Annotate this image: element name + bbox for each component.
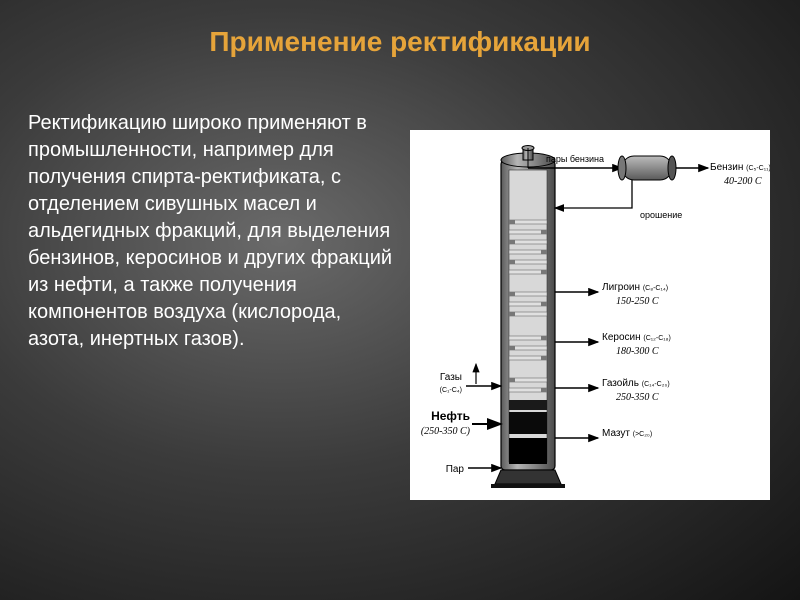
svg-text:(250-350 С): (250-350 С) (421, 426, 471, 437)
svg-text:Бензин (C₅-C₁₁): Бензин (C₅-C₁₁) (710, 162, 770, 173)
rectification-diagram: пары бензина орошение Бензин (C₅-C₁₁) 40-20… (410, 130, 770, 500)
svg-text:Газойль (C₁₄-C₂₀): Газойль (C₁₄-C₂₀) (602, 378, 670, 389)
svg-text:Лигроин (C₈-C₁₄): Лигроин (C₈-C₁₄) (602, 282, 668, 293)
svg-text:150-250 С: 150-250 С (616, 296, 659, 307)
slide: Применение ректификации Ректификацию шир… (0, 0, 800, 600)
svg-text:Газы: Газы (440, 372, 462, 383)
svg-text:180-300 С: 180-300 С (616, 346, 659, 357)
svg-text:250-350 С: 250-350 С (616, 392, 659, 403)
svg-text:Мазут (>C₂₀): Мазут (>C₂₀) (602, 428, 652, 439)
svg-text:(C₁-C₄): (C₁-C₄) (440, 387, 462, 394)
svg-text:пары бензина: пары бензина (546, 154, 604, 164)
svg-text:орошение: орошение (640, 210, 682, 220)
slide-title: Применение ректификации (0, 26, 800, 58)
svg-text:40-200 С: 40-200 С (724, 176, 762, 187)
body-paragraph: Ректификацию широко применяют в промышле… (28, 110, 393, 353)
svg-text:Керосин (C₁₂-C₁₈): Керосин (C₁₂-C₁₈) (602, 332, 671, 343)
svg-text:Нефть: Нефть (431, 409, 470, 423)
svg-text:Пар: Пар (446, 464, 465, 475)
